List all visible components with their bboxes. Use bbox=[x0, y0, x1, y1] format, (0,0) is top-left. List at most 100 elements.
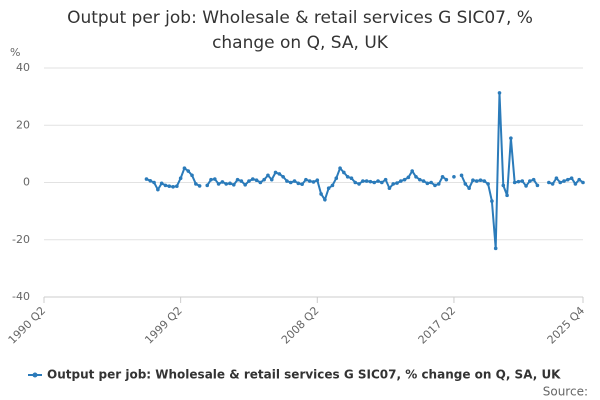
x-tick-label: 2017 Q2 bbox=[416, 304, 459, 347]
point bbox=[330, 183, 335, 188]
point bbox=[444, 177, 449, 182]
point bbox=[478, 178, 483, 183]
point bbox=[516, 179, 521, 184]
point bbox=[482, 179, 487, 183]
x-tick-label: 1990 Q2 bbox=[6, 304, 49, 347]
point bbox=[323, 197, 327, 202]
point bbox=[159, 181, 164, 186]
point bbox=[463, 182, 468, 186]
point bbox=[285, 179, 289, 183]
point bbox=[512, 180, 517, 185]
point bbox=[524, 184, 528, 188]
point bbox=[372, 180, 377, 185]
point bbox=[250, 177, 255, 181]
point bbox=[509, 136, 513, 140]
point bbox=[387, 186, 392, 191]
point bbox=[368, 179, 373, 184]
point bbox=[353, 180, 358, 185]
point bbox=[186, 169, 191, 173]
point bbox=[520, 179, 525, 183]
y-axis-label: % bbox=[10, 46, 20, 59]
point bbox=[395, 181, 399, 185]
point bbox=[247, 179, 251, 183]
point bbox=[452, 174, 456, 179]
point bbox=[296, 181, 301, 186]
point bbox=[573, 182, 578, 186]
point bbox=[175, 184, 179, 189]
point bbox=[311, 180, 316, 184]
point bbox=[364, 179, 369, 183]
source: Source: bbox=[543, 385, 588, 399]
point bbox=[182, 166, 187, 170]
point bbox=[209, 177, 213, 182]
point bbox=[243, 182, 247, 187]
point bbox=[566, 177, 570, 182]
point bbox=[467, 186, 471, 191]
point bbox=[357, 182, 361, 186]
point bbox=[399, 179, 403, 183]
point bbox=[581, 180, 585, 185]
y-tick-label: 20 bbox=[16, 118, 30, 131]
point bbox=[425, 181, 430, 186]
x-tick-label: 2025 Q4 bbox=[545, 304, 588, 347]
point bbox=[501, 183, 506, 188]
point bbox=[262, 177, 266, 182]
point bbox=[144, 177, 149, 181]
point bbox=[535, 183, 540, 188]
point bbox=[163, 183, 168, 188]
point bbox=[156, 187, 160, 192]
legend-marker bbox=[32, 372, 38, 378]
point bbox=[266, 173, 270, 178]
point bbox=[417, 177, 422, 182]
point bbox=[505, 193, 509, 198]
point bbox=[292, 179, 297, 183]
x-tick-label: 2008 Q2 bbox=[279, 304, 322, 347]
point bbox=[569, 176, 574, 181]
point bbox=[345, 174, 350, 179]
point bbox=[178, 176, 183, 181]
point bbox=[402, 177, 407, 182]
legend-label: Output per job: Wholesale & retail servi… bbox=[47, 368, 561, 382]
point bbox=[269, 177, 274, 182]
point bbox=[376, 179, 380, 183]
point bbox=[338, 166, 342, 170]
point bbox=[421, 179, 426, 183]
point bbox=[307, 179, 312, 183]
point bbox=[224, 182, 228, 186]
point bbox=[319, 192, 323, 196]
point bbox=[342, 170, 346, 175]
point bbox=[239, 179, 244, 183]
point bbox=[228, 181, 232, 186]
point bbox=[194, 182, 198, 186]
point bbox=[558, 180, 563, 185]
point bbox=[531, 177, 536, 182]
point bbox=[216, 182, 221, 186]
point bbox=[220, 180, 225, 184]
point bbox=[254, 178, 259, 183]
point bbox=[213, 177, 217, 181]
point bbox=[197, 184, 202, 188]
y-tick-label: -40 bbox=[12, 290, 30, 303]
point bbox=[300, 182, 304, 187]
point bbox=[273, 170, 278, 175]
point bbox=[334, 176, 339, 181]
point bbox=[497, 91, 502, 95]
point bbox=[281, 174, 285, 179]
point bbox=[436, 182, 441, 186]
point bbox=[490, 199, 494, 203]
point bbox=[414, 174, 418, 179]
point bbox=[231, 182, 236, 187]
point bbox=[406, 175, 411, 180]
point bbox=[562, 179, 566, 183]
point bbox=[380, 180, 384, 185]
point bbox=[361, 179, 365, 183]
point bbox=[471, 178, 475, 183]
y-tick-label: 40 bbox=[16, 61, 30, 74]
point bbox=[440, 174, 445, 179]
point bbox=[528, 179, 532, 183]
y-tick-label: -20 bbox=[12, 233, 30, 246]
point bbox=[493, 246, 498, 251]
point bbox=[554, 176, 559, 181]
point bbox=[577, 177, 582, 182]
